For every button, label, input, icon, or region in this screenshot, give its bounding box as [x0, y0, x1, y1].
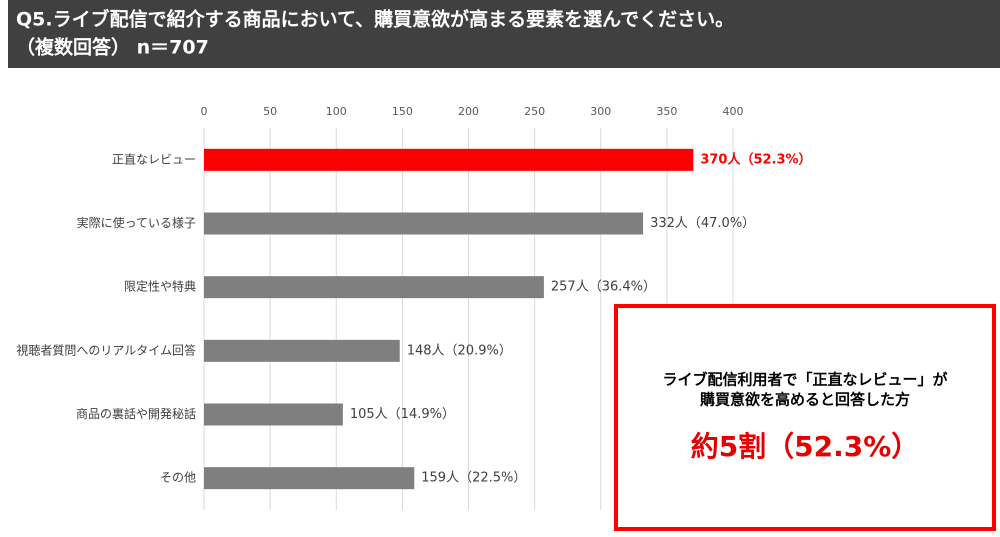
y-tick-label: 正直なレビュー: [112, 152, 196, 166]
callout-text: ライブ配信利用者で「正直なレビュー」が: [662, 371, 948, 389]
y-tick-label: 視聴者質問へのリアルタイム回答: [16, 342, 196, 357]
bar: [204, 276, 544, 299]
bar: [204, 339, 400, 362]
value-label: 148人（20.9%）: [407, 343, 512, 358]
y-tick-label: 実際に使っている様子: [77, 215, 196, 230]
value-label: 105人（14.9%）: [350, 407, 455, 422]
x-tick-label: 100: [326, 105, 347, 118]
value-label: 332人（47.0%）: [650, 216, 755, 231]
bar: [204, 403, 343, 426]
y-tick-label: 限定性や特典: [124, 279, 196, 294]
x-tick-label: 200: [458, 105, 479, 118]
x-tick-label: 350: [656, 105, 677, 118]
value-label: 257人（36.4%）: [551, 280, 656, 295]
x-tick-label: 400: [723, 105, 744, 118]
bar: [204, 467, 415, 490]
y-tick-label: 商品の裏話や開発秘話: [76, 406, 196, 421]
x-tick-label: 150: [392, 105, 413, 118]
x-tick-label: 250: [524, 105, 545, 118]
y-tick-label: その他: [160, 471, 196, 485]
value-label: 370人（52.3%）: [700, 151, 811, 167]
x-tick-label: 50: [263, 105, 277, 118]
title-line: （複数回答） n＝707: [16, 36, 209, 59]
value-label: 159人（22.5%）: [421, 471, 526, 486]
header-bar: [8, 0, 1000, 68]
title-line: Q5.ライブ配信で紹介する商品において、購買意欲が高まる要素を選んでください。: [16, 8, 734, 31]
callout-box: [614, 304, 996, 531]
x-tick-label: 0: [201, 105, 208, 118]
x-tick-label: 300: [590, 105, 611, 118]
callout-highlight: 約5割（52.3%）: [691, 430, 920, 463]
bar: [204, 212, 644, 235]
callout-text: 購買意欲を高めると回答した方: [699, 391, 910, 409]
bar: [204, 148, 694, 171]
